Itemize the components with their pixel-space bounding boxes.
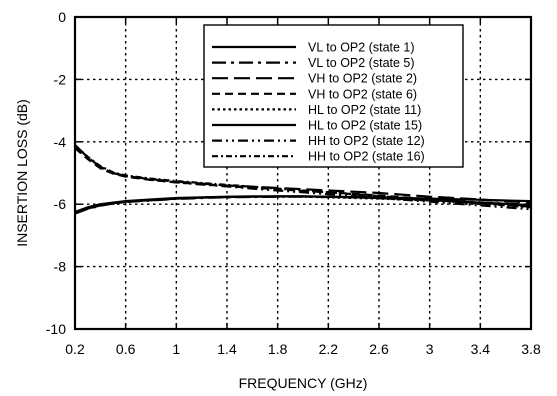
y-tick-label: -2 [54, 71, 67, 87]
series-lines [74, 144, 532, 215]
y-tick-label: -6 [54, 196, 67, 212]
series-line-8 [74, 144, 532, 209]
legend-label: VH to OP2 (state 6) [308, 87, 417, 101]
x-tick-label: 1.8 [268, 341, 288, 357]
legend-box [203, 24, 464, 168]
x-tick-label: 2.2 [319, 341, 339, 357]
legend-label: HH to OP2 (state 16) [308, 150, 425, 164]
x-tick-label: 3 [426, 341, 434, 357]
y-tick-label: -8 [54, 259, 67, 275]
x-tick-label: 3.8 [521, 341, 541, 357]
legend-label: VL to OP2 (state 5) [308, 56, 415, 70]
x-tick-label: 2.6 [369, 341, 389, 357]
series-line-7 [74, 145, 532, 211]
y-tick-label: 0 [58, 9, 66, 25]
legend-label: VL to OP2 (state 1) [308, 41, 415, 55]
y-tick-label: -10 [46, 321, 66, 337]
y-tick-label: -4 [54, 134, 67, 150]
x-tick-label: 3.4 [471, 341, 491, 357]
legend-label: VH to OP2 (state 2) [308, 72, 417, 86]
x-tick-label: 1.4 [217, 341, 237, 357]
x-axis-title: FREQUENCY (GHz) [239, 375, 368, 391]
legend-label: HL to OP2 (state 15) [308, 119, 422, 133]
axis-ticks: 0.2 0.6 1 1.4 1.8 2.2 2.6 3 3.4 3.8 0 -2 -4 -6 -8 -10 [46, 9, 541, 357]
legend-label: HL to OP2 (state 11) [308, 103, 421, 117]
y-axis-title: INSERTION LOSS (dB) [14, 99, 30, 247]
legend-label: HH to OP2 (state 12) [308, 134, 425, 148]
x-tick-label: 1 [172, 341, 180, 357]
plot-frame [73, 15, 533, 331]
x-tick-label: 0.6 [116, 341, 136, 357]
x-tick-label: 0.2 [65, 341, 85, 357]
legend: VL to OP2 (state 1)VL to OP2 (state 5) VH… [203, 24, 464, 168]
